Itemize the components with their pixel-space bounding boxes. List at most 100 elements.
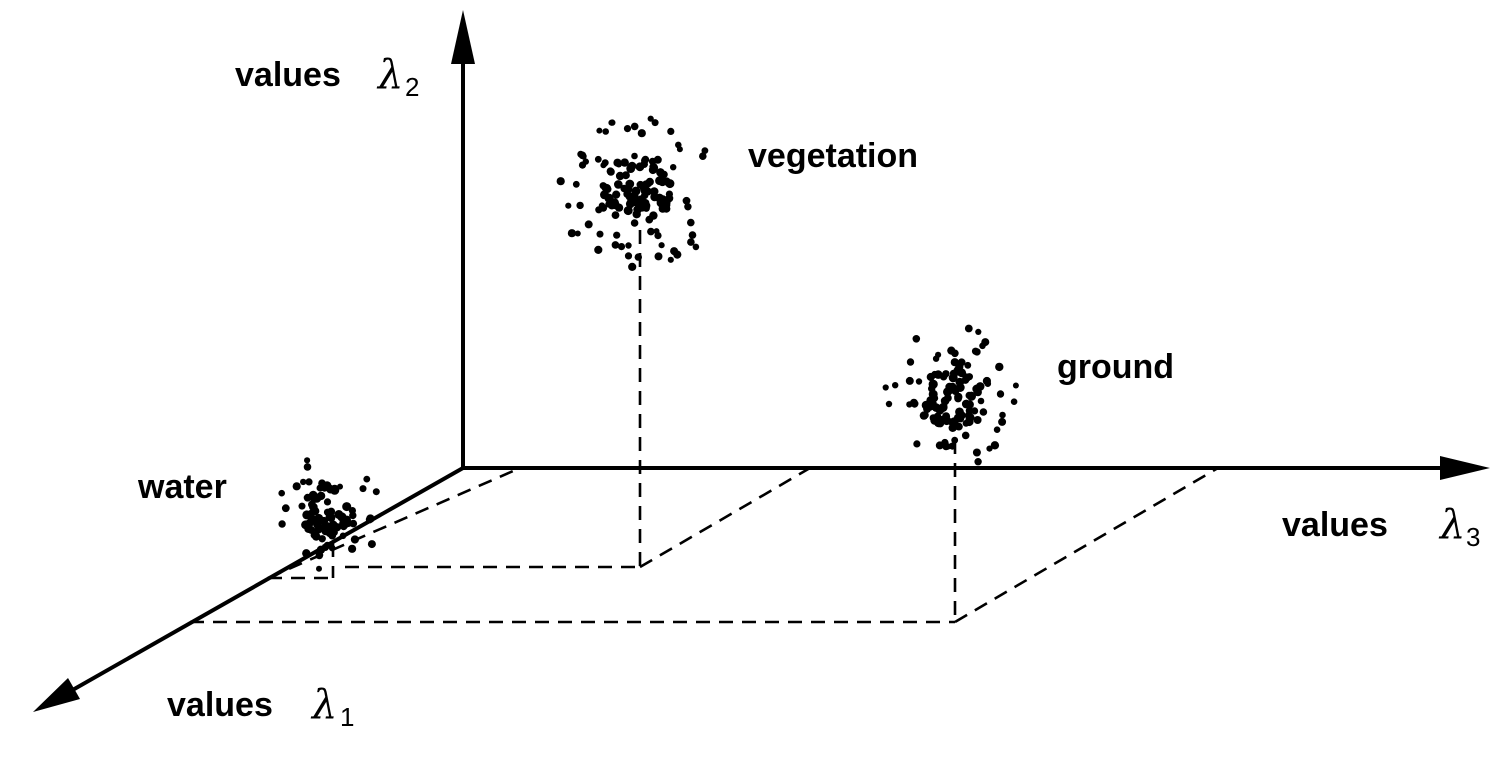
axis-label-lambda3-subscript: 3 [1466,522,1480,552]
vegetation-dot-92 [631,152,638,160]
ground-dot-79 [892,382,899,389]
vegetation-dot-91 [647,227,655,236]
ground-dot-46 [965,400,974,409]
axis-lambda1 [54,466,464,702]
axis-label-lambda1: values λ 1 [167,682,354,732]
vegetation-dot-27 [623,206,633,216]
vegetation-dot-142 [617,243,626,251]
vegetation-dot-73 [621,171,630,180]
vegetation-dot-77 [642,204,650,212]
ground-dot-85 [977,397,985,405]
water-dot-55 [367,540,376,549]
water-dot-66 [302,549,311,558]
vegetation-dot-95 [641,156,649,165]
vegetation-dot-76 [627,192,636,202]
vegetation-dot-113 [682,196,691,205]
ground-dot-119 [981,338,990,347]
ground-dot-69 [928,379,938,389]
vegetation-lambda3-line [639,466,811,569]
ground-dot-100 [964,361,972,369]
vegetation-dot-67 [636,180,645,189]
vegetation-dot-23 [614,180,623,189]
vegetation-dot-133 [577,150,585,158]
vegetation-dot-107 [699,152,707,160]
vegetation-dot-101 [675,141,682,149]
water-dot-75 [363,475,371,483]
ground-dot-55 [945,382,954,392]
vegetation-dot-139 [608,119,615,126]
water-dot-67 [318,479,326,488]
water-dot-74 [349,519,358,528]
vegetation-dot-116 [667,256,674,263]
vegetation-dot-93 [584,220,593,229]
vegetation-dot-121 [595,206,603,214]
vegetation-dot-149 [596,230,604,238]
water-dot-76 [366,514,375,523]
projection-lines [190,230,1219,624]
ground-dot-70 [1012,382,1019,389]
ground-dot-109 [996,390,1005,398]
vegetation-dot-138 [623,125,632,133]
cluster-vegetation [556,115,709,271]
ground-dot-53 [954,392,963,402]
vegetation-dot-132 [615,161,622,168]
ground-dot-93 [885,400,893,408]
ground-dot-88 [937,416,945,425]
water-dot-88 [292,482,301,491]
ground-dot-104 [984,380,992,388]
ground-dot-92 [964,324,973,333]
ground-dot-108 [993,426,1001,434]
ground-dot-38 [975,382,985,391]
ground-dot-83 [974,458,982,466]
vegetation-dot-61 [665,179,675,189]
ground-dot-118 [961,431,970,440]
water-dot-71 [359,485,367,493]
water-dot-61 [298,502,306,510]
water-dot-82 [316,565,322,572]
vegetation-dot-52 [660,170,668,178]
ground-dot-61 [964,411,973,420]
vegetation-dot-112 [576,201,584,210]
vegetation-dot-94 [596,127,603,134]
water-dot-47 [305,519,314,528]
vegetation-dot-134 [556,177,565,186]
water-dot-77 [372,488,380,496]
vegetation-dot-104 [670,247,679,256]
vegetation-dot-88 [647,115,654,122]
water-dot-80 [278,520,286,528]
vegetation-dot-45 [615,203,624,212]
water-dot-70 [281,504,290,513]
water-dot-73 [350,535,359,544]
ground-dot-121 [919,411,929,420]
vegetation-dot-64 [601,183,610,192]
ground-dot-110 [944,443,951,450]
water-dot-83 [278,489,286,497]
vegetation-dot-109 [670,164,677,171]
vegetation-dot-74 [645,215,654,224]
vegetation-dot-148 [653,228,660,235]
axis-label-lambda1-symbol: λ [310,682,337,728]
water-label: water [137,468,227,506]
water-dot-60 [342,515,351,524]
vegetation-dot-54 [611,211,620,220]
water-dot-64 [310,531,319,539]
ground-dot-115 [950,358,959,367]
vegetation-dot-78 [640,186,649,196]
water-dot-59 [303,493,312,502]
axis-label-lambda2-word: values [235,56,341,94]
water-dot-58 [348,544,357,553]
vegetation-dot-79 [644,180,653,188]
vegetation-dot-141 [613,231,621,239]
cluster-ground [882,324,1019,466]
ground-dot-58 [956,411,966,420]
axis-lambda3-arrowhead [1440,456,1490,480]
ground-dot-97 [973,416,982,424]
ground-dot-123 [951,349,959,358]
vegetation-dot-118 [594,155,602,163]
ground-dot-122 [915,378,923,385]
vegetation-dot-123 [572,180,580,188]
vegetation-dot-108 [600,162,607,169]
ground-dot-66 [949,418,959,427]
vegetation-dot-59 [635,162,645,172]
